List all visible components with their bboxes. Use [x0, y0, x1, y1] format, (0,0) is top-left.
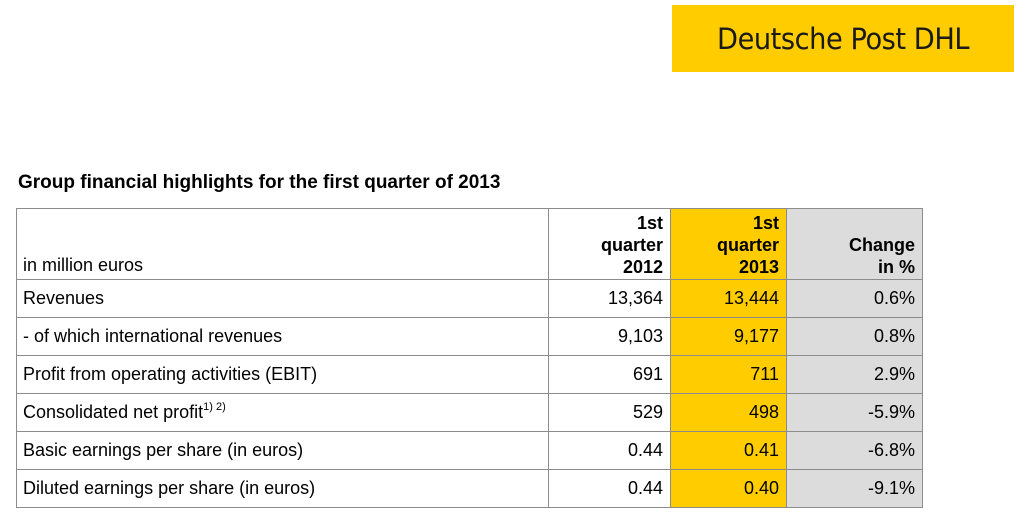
column-header-change: Change in % [786, 208, 923, 280]
row-label-text: Basic earnings per share (in euros) [23, 440, 304, 460]
cell-change: 2.9% [786, 355, 923, 394]
cell-q1-2013: 711 [670, 355, 787, 394]
cell-q1-2012: 0.44 [548, 431, 671, 470]
row-label: - of which international revenues [16, 317, 549, 356]
column-header-q1-2013: 1st quarter 2013 [670, 208, 787, 280]
row-label-text: Revenues [23, 288, 105, 308]
row-label-text: Profit from operating activities (EBIT) [23, 364, 318, 384]
cell-change: 0.8% [786, 317, 923, 356]
row-label: Consolidated net profit1) 2) [16, 393, 549, 432]
cell-q1-2013: 498 [670, 393, 787, 432]
table-row: Profit from operating activities (EBIT) … [16, 355, 923, 394]
header-line: 1st [636, 213, 663, 233]
row-label: Diluted earnings per share (in euros) [16, 469, 549, 508]
cell-change: -6.8% [786, 431, 923, 470]
table-row: Revenues 13,364 13,444 0.6% [16, 279, 923, 318]
unit-label: in million euros [16, 208, 549, 280]
row-label-text: Consolidated net profit [23, 402, 204, 422]
table-row: Consolidated net profit1) 2) 529 498 -5.… [16, 393, 923, 432]
cell-q1-2013: 0.40 [670, 469, 787, 508]
cell-q1-2012: 0.44 [548, 469, 671, 508]
row-label-text: Diluted earnings per share (in euros) [23, 478, 316, 498]
table-row: Basic earnings per share (in euros) 0.44… [16, 431, 923, 470]
table-row: Diluted earnings per share (in euros) 0.… [16, 469, 923, 508]
row-label-text: - of which international revenues [23, 326, 283, 346]
cell-q1-2013: 9,177 [670, 317, 787, 356]
row-label: Profit from operating activities (EBIT) [16, 355, 549, 394]
header-line: in % [877, 257, 915, 277]
header-line: 1st [752, 213, 779, 233]
header-line: quarter [600, 235, 663, 255]
cell-q1-2012: 691 [548, 355, 671, 394]
cell-q1-2013: 13,444 [670, 279, 787, 318]
header-line: quarter [716, 235, 779, 255]
cell-change: -9.1% [786, 469, 923, 508]
cell-change: -5.9% [786, 393, 923, 432]
page-title: Group financial highlights for the first… [18, 172, 501, 193]
cell-q1-2012: 529 [548, 393, 671, 432]
financial-highlights-table: in million euros 1st quarter 2012 1st qu… [16, 208, 923, 508]
header-line: Change [848, 235, 915, 255]
column-header-q1-2012: 1st quarter 2012 [548, 208, 671, 280]
footnote-marker: 1) 2) [203, 401, 226, 413]
header-line: 2013 [738, 257, 779, 277]
table-header-row: in million euros 1st quarter 2012 1st qu… [16, 208, 923, 280]
cell-q1-2013: 0.41 [670, 431, 787, 470]
row-label: Basic earnings per share (in euros) [16, 431, 549, 470]
cell-q1-2012: 13,364 [548, 279, 671, 318]
company-logo: Deutsche Post DHL [672, 5, 1014, 72]
cell-q1-2012: 9,103 [548, 317, 671, 356]
table-row: - of which international revenues 9,103 … [16, 317, 923, 356]
row-label: Revenues [16, 279, 549, 318]
logo-text: Deutsche Post DHL [716, 21, 970, 56]
header-line: 2012 [622, 257, 663, 277]
cell-change: 0.6% [786, 279, 923, 318]
